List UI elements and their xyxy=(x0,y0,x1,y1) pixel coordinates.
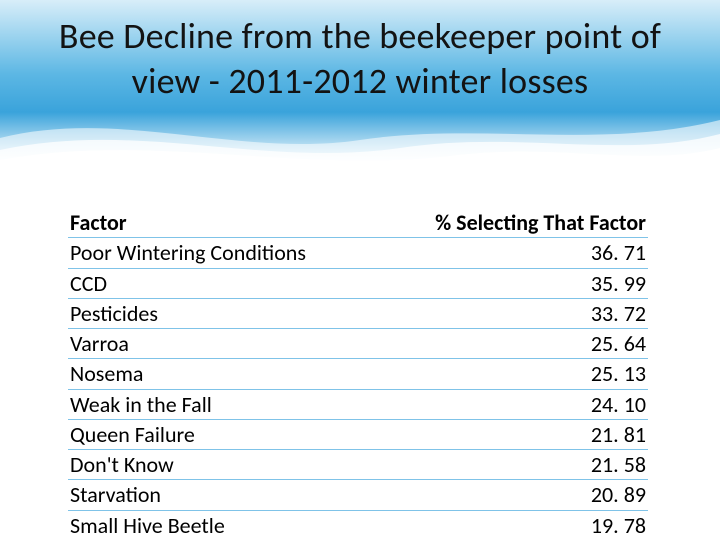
table-row: CCD 35. 99 xyxy=(68,268,648,298)
cell-value: 20. 89 xyxy=(374,480,648,510)
cell-factor: CCD xyxy=(68,268,374,298)
cell-value: 36. 71 xyxy=(374,238,648,268)
table-row: Varroa 25. 64 xyxy=(68,329,648,359)
table-row: Weak in the Fall 24. 10 xyxy=(68,389,648,419)
cell-factor: Queen Failure xyxy=(68,419,374,449)
factors-table-container: Factor % Selecting That Factor Poor Wint… xyxy=(68,208,648,540)
table-row: Poor Wintering Conditions 36. 71 xyxy=(68,238,648,268)
header-band: Bee Decline from the beekeeper point of … xyxy=(0,0,720,165)
col-header-value: % Selecting That Factor xyxy=(374,208,648,238)
cell-value: 21. 58 xyxy=(374,450,648,480)
cell-factor: Starvation xyxy=(68,480,374,510)
col-header-factor: Factor xyxy=(68,208,374,238)
cell-factor: Don't Know xyxy=(68,450,374,480)
cell-factor: Varroa xyxy=(68,329,374,359)
factors-table: Factor % Selecting That Factor Poor Wint… xyxy=(68,208,648,540)
cell-factor: Pesticides xyxy=(68,298,374,328)
table-row: Nosema 25. 13 xyxy=(68,359,648,389)
table-row: Queen Failure 21. 81 xyxy=(68,419,648,449)
cell-factor: Small Hive Beetle xyxy=(68,510,374,540)
cell-factor: Nosema xyxy=(68,359,374,389)
table-row: Don't Know 21. 58 xyxy=(68,450,648,480)
cell-value: 25. 64 xyxy=(374,329,648,359)
cell-value: 35. 99 xyxy=(374,268,648,298)
cell-value: 24. 10 xyxy=(374,389,648,419)
cell-factor: Weak in the Fall xyxy=(68,389,374,419)
cell-value: 19. 78 xyxy=(374,510,648,540)
slide-title: Bee Decline from the beekeeper point of … xyxy=(0,14,720,104)
table-row: Pesticides 33. 72 xyxy=(68,298,648,328)
cell-factor: Poor Wintering Conditions xyxy=(68,238,374,268)
table-header-row: Factor % Selecting That Factor xyxy=(68,208,648,238)
table-row: Starvation 20. 89 xyxy=(68,480,648,510)
cell-value: 33. 72 xyxy=(374,298,648,328)
cell-value: 21. 81 xyxy=(374,419,648,449)
cell-value: 25. 13 xyxy=(374,359,648,389)
table-row: Small Hive Beetle 19. 78 xyxy=(68,510,648,540)
